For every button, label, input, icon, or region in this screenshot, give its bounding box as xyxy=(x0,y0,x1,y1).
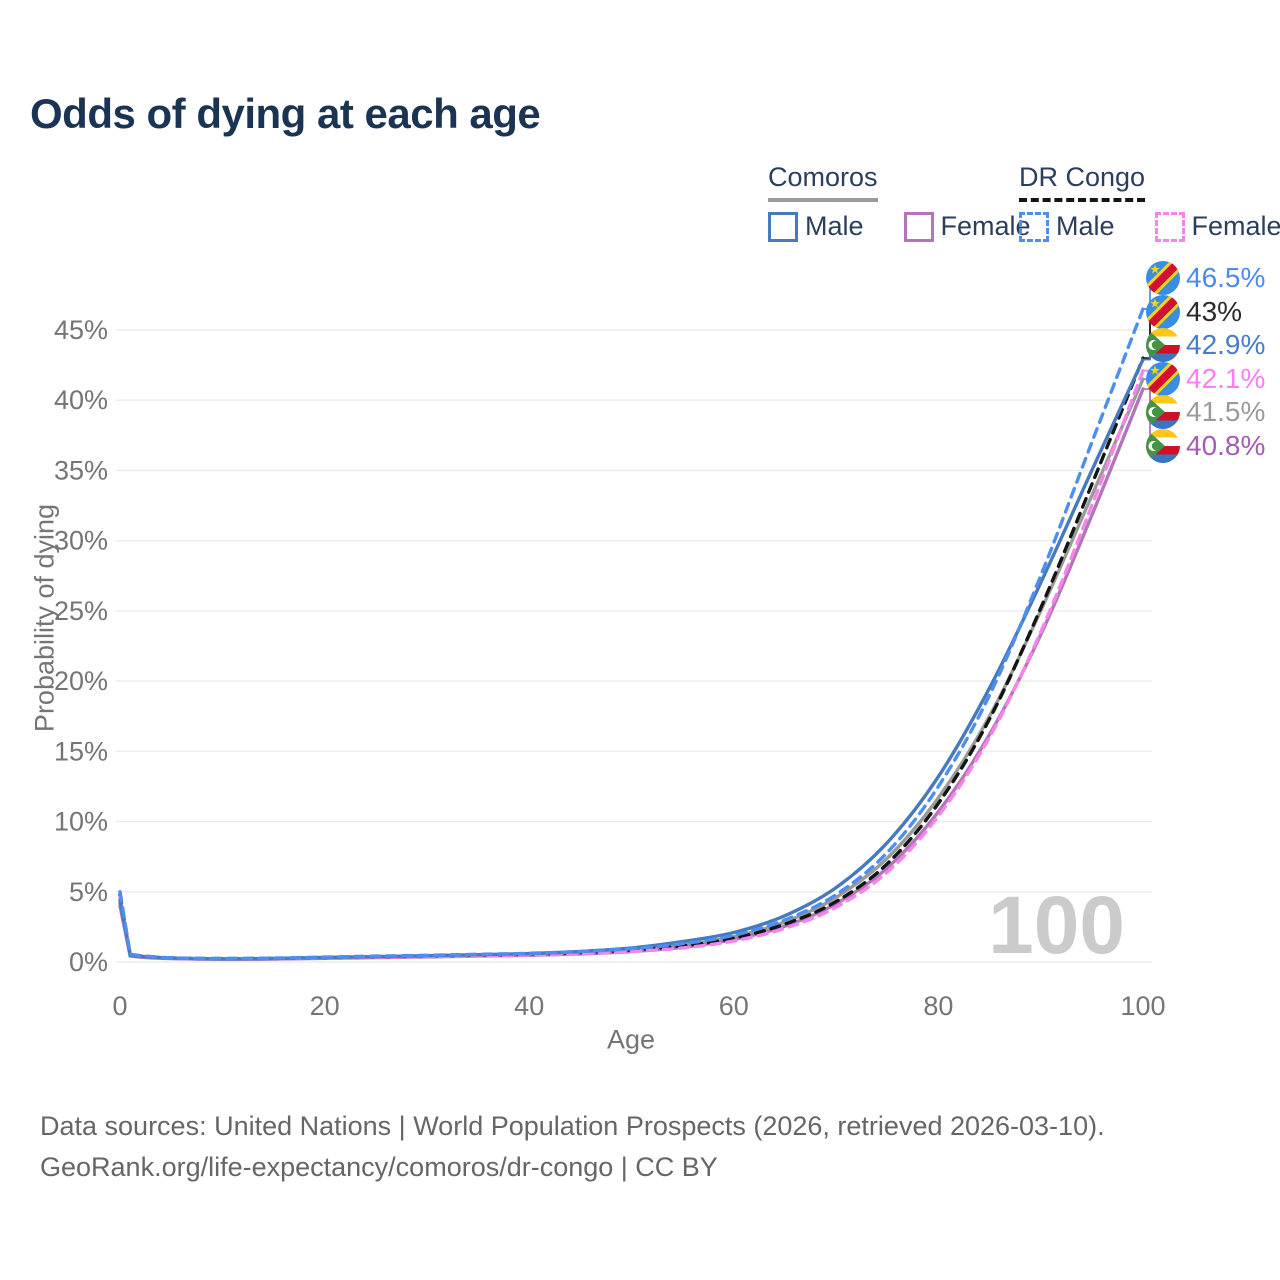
drc-male-swatch-icon xyxy=(1019,211,1049,242)
legend-item-drc-male[interactable]: Male xyxy=(1019,211,1115,242)
dr-congo-flag-icon xyxy=(1146,261,1180,295)
legend-item-label: Male xyxy=(805,211,864,241)
y-tick-label: 5% xyxy=(69,877,108,907)
y-tick-label: 30% xyxy=(54,526,108,556)
x-tick-label: 60 xyxy=(719,991,749,1021)
legend-group-dr-congo: DR Congo Male Female xyxy=(1019,162,1280,242)
legend-dr-congo-items: Male Female xyxy=(1019,211,1280,242)
legend-comoros-label: Comoros xyxy=(768,162,878,202)
y-tick-label: 25% xyxy=(54,596,108,626)
y-tick-label: 15% xyxy=(54,736,108,766)
x-tick-label: 80 xyxy=(923,991,953,1021)
y-axis-title: Probability of dying xyxy=(29,503,60,733)
y-tick-label: 40% xyxy=(54,385,108,415)
legend-item-drc-female[interactable]: Female xyxy=(1154,211,1280,242)
legend-item-comoros-female[interactable]: Female xyxy=(903,211,1031,242)
end-label-value: 40.8% xyxy=(1186,430,1266,461)
end-label-drc_male: 46.5% xyxy=(1146,261,1265,295)
series-line-drc_female xyxy=(118,369,1145,961)
footer: Data sources: United Nations | World Pop… xyxy=(40,1106,1105,1188)
legend-item-label: Male xyxy=(1056,211,1115,241)
comoros-male-swatch-icon xyxy=(768,211,798,242)
legend-group-comoros: Comoros Male Female xyxy=(768,162,1031,242)
end-label-comoros_both: 41.5% xyxy=(1146,395,1266,430)
y-tick-label: 20% xyxy=(54,666,108,696)
legend-dr-congo-label: DR Congo xyxy=(1019,162,1146,202)
legend-item-comoros-male[interactable]: Male xyxy=(768,211,864,242)
series-line-comoros_male xyxy=(118,357,1145,961)
footer-attribution: GeoRank.org/life-expectancy/comoros/dr-c… xyxy=(40,1152,718,1182)
y-tick-label: 0% xyxy=(69,947,108,977)
end-label-value: 43% xyxy=(1186,295,1243,327)
end-label-comoros_female: 40.8% xyxy=(1146,429,1265,463)
comoros-flag-icon xyxy=(1146,429,1180,463)
y-tick-label: 45% xyxy=(54,315,108,345)
series-line-drc_both xyxy=(118,356,1145,961)
y-tick-label: 10% xyxy=(54,807,108,837)
end-label-value: 41.5% xyxy=(1186,396,1266,428)
x-tick-label: 100 xyxy=(1120,991,1165,1021)
x-tick-label: 20 xyxy=(310,991,340,1021)
end-label-value: 42.1% xyxy=(1186,362,1266,394)
end-label-value: 42.9% xyxy=(1186,329,1266,361)
chart-title: Odds of dying at each age xyxy=(30,90,541,137)
comoros-flag-icon xyxy=(1146,395,1180,430)
end-label-drc_both: 43% xyxy=(1146,294,1243,329)
dr-congo-flag-icon xyxy=(1146,361,1180,396)
end-label-value: 46.5% xyxy=(1186,262,1266,293)
comoros-flag-icon xyxy=(1146,328,1180,363)
drc-female-swatch-icon xyxy=(1154,211,1185,242)
end-label-drc_female: 42.1% xyxy=(1146,361,1266,396)
x-tick-label: 40 xyxy=(514,991,544,1021)
age-watermark: 100 xyxy=(988,880,1125,971)
end-label-comoros_male: 42.9% xyxy=(1146,328,1266,363)
x-tick-label: 0 xyxy=(112,991,127,1021)
x-axis-title: Age xyxy=(606,1024,656,1055)
series-line-drc_male xyxy=(118,307,1145,961)
legend-item-label: Female xyxy=(1191,211,1280,241)
legend-item-label: Female xyxy=(940,211,1031,241)
series-line-comoros_female xyxy=(118,387,1145,961)
dr-congo-flag-icon xyxy=(1146,294,1180,329)
y-tick-label: 35% xyxy=(54,455,108,485)
series-line-comoros_both xyxy=(118,377,1145,961)
comoros-female-swatch-icon xyxy=(903,211,934,242)
footer-data-sources: Data sources: United Nations | World Pop… xyxy=(40,1111,1105,1141)
legend-comoros-items: Male Female xyxy=(768,211,1031,242)
